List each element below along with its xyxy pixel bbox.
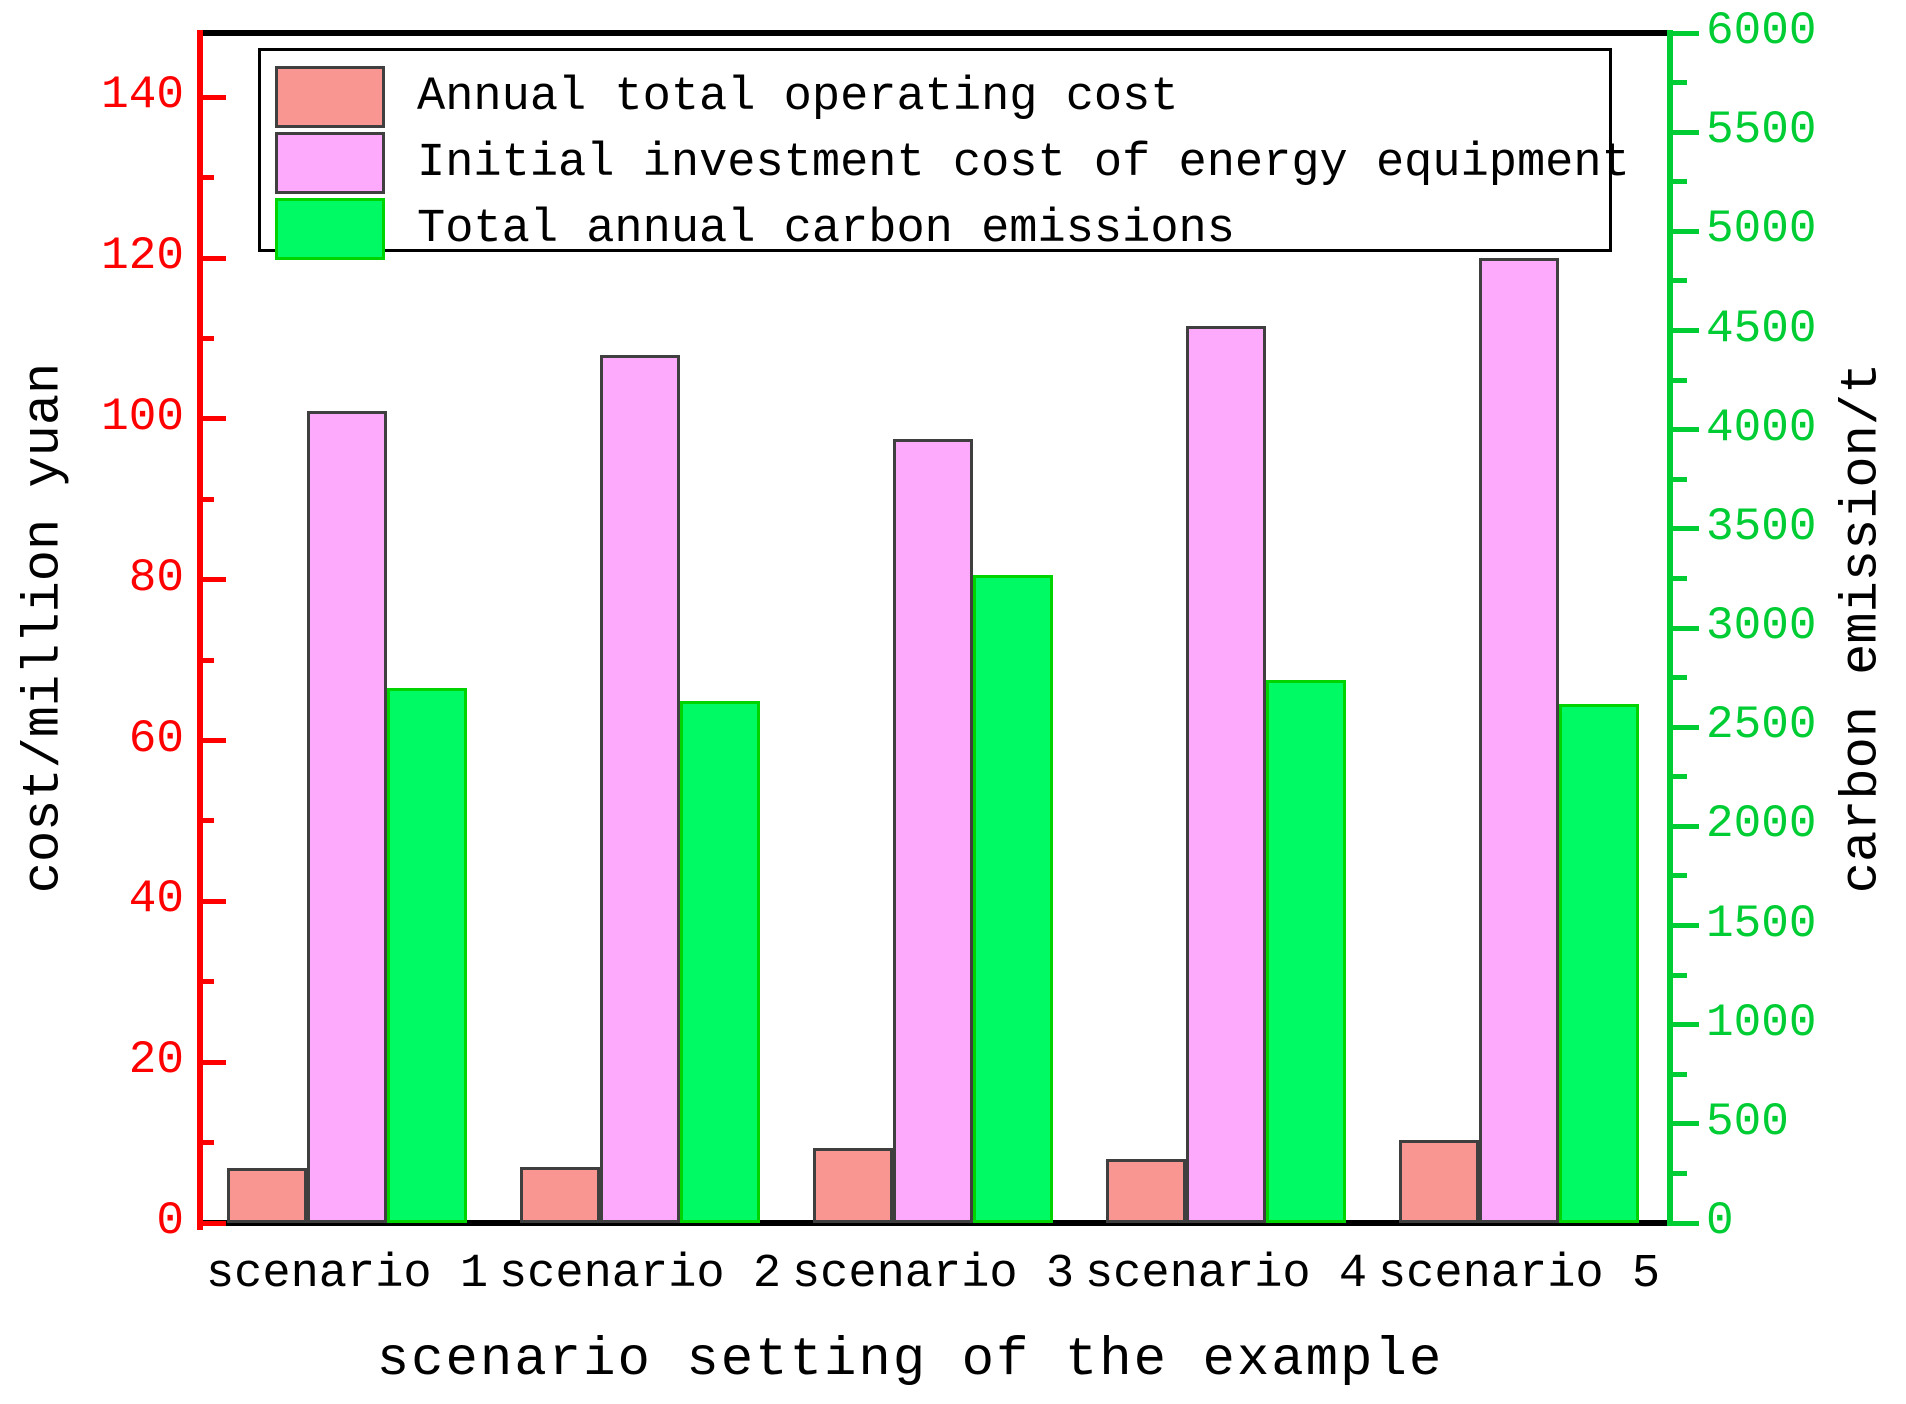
- bar-carbon-emissions: [973, 575, 1053, 1223]
- x-axis-category-label: scenario 5: [1377, 1248, 1661, 1301]
- right-axis-minor-tick: [1673, 1170, 1687, 1176]
- x-axis-category-label: scenario 1: [205, 1248, 489, 1301]
- right-axis-tick-label: 5500: [1706, 104, 1817, 157]
- bar-investment-cost: [1186, 326, 1266, 1223]
- legend-label: Total annual carbon emissions: [417, 202, 1235, 256]
- right-axis-major-tick: [1673, 328, 1699, 333]
- bar-carbon-emissions: [680, 701, 760, 1223]
- legend-label: Annual total operating cost: [417, 70, 1179, 124]
- right-axis-major-tick: [1673, 129, 1699, 135]
- left-axis-major-tick: [200, 898, 226, 904]
- right-axis-tick-label: 5000: [1706, 203, 1817, 256]
- bar-operating-cost: [227, 1168, 307, 1223]
- bar-operating-cost: [813, 1148, 893, 1223]
- right-axis-minor-tick: [1673, 774, 1687, 780]
- legend-item: Annual total operating cost: [275, 65, 1179, 129]
- right-axis-major-tick: [1673, 526, 1699, 532]
- right-axis-tick-label: 3000: [1706, 600, 1817, 652]
- left-axis-minor-tick: [200, 496, 214, 502]
- left-axis-tick-label: 40: [128, 873, 184, 926]
- right-axis-tick-label: 4500: [1706, 302, 1817, 355]
- right-axis-minor-tick: [1673, 80, 1687, 86]
- left-axis-tick-label: 60: [128, 712, 184, 765]
- legend-label: Initial investment cost of energy equipm…: [417, 136, 1630, 190]
- right-axis-tick-label: 2500: [1706, 699, 1817, 752]
- right-axis-tick-label: 500: [1706, 1095, 1789, 1148]
- right-axis-minor-tick: [1673, 476, 1687, 482]
- left-axis-minor-tick: [200, 1140, 214, 1146]
- left-axis-minor-tick: [200, 657, 214, 663]
- bar-operating-cost: [1106, 1158, 1186, 1223]
- left-axis-major-tick: [200, 416, 226, 422]
- right-axis-minor-tick: [1673, 873, 1687, 879]
- bar-investment-cost: [307, 410, 387, 1223]
- right-axis-major-tick: [1673, 1022, 1699, 1028]
- left-axis-tick-label: 120: [101, 230, 184, 283]
- legend-swatch-icon: [275, 132, 385, 194]
- right-y-axis-title: carbon emission/t: [1832, 362, 1892, 894]
- right-y-axis-line: [1667, 30, 1673, 1226]
- left-axis-minor-tick: [200, 979, 214, 985]
- right-axis-major-tick: [1673, 923, 1699, 928]
- right-axis-tick-label: 3500: [1706, 500, 1817, 553]
- legend-box: Annual total operating cost Initial inves…: [258, 48, 1630, 260]
- bar-investment-cost: [893, 439, 973, 1223]
- right-axis-minor-tick: [1673, 1071, 1687, 1077]
- legend-item: Total annual carbon emissions: [275, 197, 1235, 261]
- left-axis-tick-label: 80: [128, 551, 184, 604]
- x-axis-line: [197, 1220, 1673, 1226]
- bar-operating-cost: [1399, 1140, 1479, 1223]
- left-y-axis-title: cost/million yuan: [14, 362, 74, 894]
- left-axis-tick-label: 20: [128, 1034, 184, 1087]
- right-axis-tick-label: 4000: [1706, 401, 1817, 454]
- right-axis-minor-tick: [1673, 179, 1687, 185]
- right-axis-tick-label: 2000: [1706, 798, 1817, 851]
- right-axis-major-tick: [1673, 823, 1699, 829]
- right-axis-major-tick: [1673, 1220, 1699, 1226]
- legend-item: Initial investment cost of energy equipm…: [275, 131, 1630, 195]
- bar-carbon-emissions: [1559, 704, 1639, 1223]
- left-axis-minor-tick: [200, 336, 214, 342]
- left-axis-major-tick: [200, 255, 226, 261]
- right-axis-minor-tick: [1673, 675, 1687, 681]
- x-axis-title: scenario setting of the example: [376, 1330, 1444, 1391]
- right-axis-tick-label: 1500: [1706, 897, 1817, 950]
- x-axis-category-label: scenario 4: [1084, 1248, 1368, 1301]
- left-axis-minor-tick: [200, 818, 214, 824]
- left-axis-tick-label: 140: [101, 69, 184, 122]
- right-axis-tick-label: 1000: [1706, 996, 1817, 1049]
- bar-operating-cost: [520, 1166, 600, 1223]
- legend-swatch-icon: [275, 66, 385, 128]
- right-axis-tick-label: 6000: [1706, 5, 1817, 57]
- x-axis-category-label: scenario 3: [791, 1248, 1075, 1301]
- right-axis-minor-tick: [1673, 278, 1687, 284]
- right-axis-minor-tick: [1673, 575, 1687, 581]
- right-axis-major-tick: [1673, 427, 1699, 433]
- right-axis-major-tick: [1673, 1121, 1699, 1127]
- bar-carbon-emissions: [387, 687, 467, 1223]
- left-axis-major-tick: [200, 577, 226, 583]
- left-axis-major-tick: [200, 1220, 226, 1226]
- left-axis-major-tick: [200, 1059, 226, 1065]
- left-axis-minor-tick: [200, 175, 214, 181]
- left-axis-tick-label: 100: [101, 390, 184, 443]
- right-axis-minor-tick: [1673, 377, 1687, 383]
- right-axis-tick-label: 0: [1706, 1195, 1734, 1247]
- left-axis-major-tick: [200, 738, 226, 744]
- legend-swatch-icon: [275, 198, 385, 260]
- left-axis-major-tick: [200, 94, 226, 100]
- left-axis-tick-label: 0: [156, 1195, 184, 1247]
- plot-top-border: [197, 30, 1673, 36]
- bar-carbon-emissions: [1266, 679, 1346, 1223]
- right-axis-major-tick: [1673, 30, 1699, 36]
- right-axis-major-tick: [1673, 228, 1699, 234]
- right-axis-major-tick: [1673, 625, 1699, 631]
- right-axis-minor-tick: [1673, 972, 1687, 978]
- x-axis-category-label: scenario 2: [498, 1248, 782, 1301]
- bar-investment-cost: [1479, 258, 1559, 1223]
- left-y-axis-line: [197, 30, 203, 1230]
- right-axis-major-tick: [1673, 724, 1699, 730]
- bar-investment-cost: [600, 354, 680, 1223]
